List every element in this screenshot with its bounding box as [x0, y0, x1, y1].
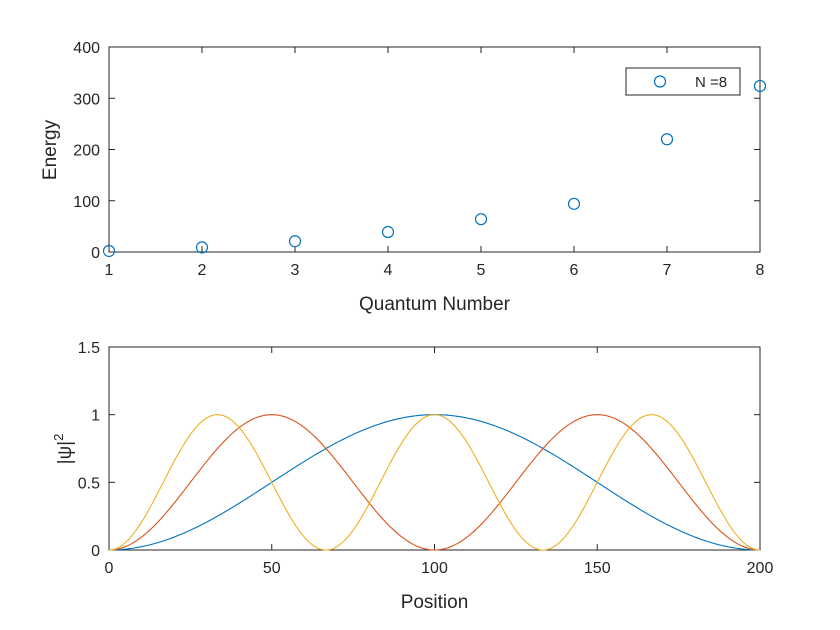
- wavefunction-y-tick-label: 1.5: [78, 340, 100, 357]
- energy-data-point: [474, 213, 488, 226]
- wavefunction-x-tick-label: 0: [105, 560, 114, 577]
- wavefunction-x-tick-label: 100: [421, 560, 448, 577]
- wavefunction-x-axis-label: Position: [401, 592, 469, 613]
- wavefunction-y-tick-label: 0.5: [78, 475, 100, 492]
- energy-data-point: [381, 225, 395, 239]
- energy-x-tick-label: 6: [570, 262, 579, 279]
- wavefunction-curves: [108, 414, 761, 551]
- energy-x-tick-label: 5: [477, 262, 486, 279]
- energy-x-tick-label: 7: [663, 262, 672, 279]
- energy-data-point: [195, 241, 209, 254]
- wavefunction-y-axis-label: |ψ|2: [51, 434, 76, 465]
- wavefunction-plot-area: [108, 346, 761, 551]
- legend-label: N =8: [695, 74, 727, 91]
- wavefunction-y-tick-label: 1: [91, 408, 100, 425]
- energy-x-tick-label: 2: [198, 262, 207, 279]
- energy-plot: 1 2 3 4 5 6 7 8 0 100 200 300 400 N =8 Quantum Numbe…: [40, 40, 767, 315]
- energy-x-tick-label: 3: [291, 262, 300, 279]
- energy-y-tick-label: 400: [73, 40, 100, 57]
- wavefunction-x-tick-label: 150: [584, 560, 611, 577]
- ylabel-superscript: 2: [51, 434, 66, 441]
- energy-data-point: [567, 197, 581, 210]
- energy-x-tick-label: 1: [105, 262, 114, 279]
- legend-box: [625, 67, 741, 96]
- energy-x-tick-label: 4: [384, 262, 393, 279]
- wavefunction-series-line: [108, 414, 761, 551]
- energy-y-tick-label: 200: [73, 143, 100, 160]
- wavefunction-y-tick-label: 0: [91, 543, 100, 560]
- energy-y-tick-label: 300: [73, 91, 100, 108]
- energy-plot-ticks: 1 2 3 4 5 6 7 8 0 100 200 300 400: [73, 40, 764, 279]
- energy-y-tick-label: 0: [91, 245, 100, 262]
- energy-y-tick-label: 100: [73, 194, 100, 211]
- energy-data-point: [288, 235, 302, 248]
- wavefunction-plot: 0 50 100 150 200 0 0.5 1 1.5 Position |ψ|2: [51, 340, 773, 613]
- legend-marker-icon: [653, 75, 667, 88]
- energy-x-axis-label: Quantum Number: [359, 294, 511, 315]
- energy-x-tick-label: 8: [756, 262, 765, 279]
- energy-data-point: [660, 133, 674, 146]
- energy-y-axis-label: Energy: [40, 119, 61, 180]
- energy-data-points: [102, 79, 767, 258]
- wavefunction-x-tick-label: 50: [263, 560, 281, 577]
- wavefunction-series-line: [108, 414, 761, 551]
- ylabel-main: |ψ|: [55, 441, 76, 464]
- energy-data-point: [753, 79, 767, 93]
- energy-data-point: [102, 244, 116, 258]
- wavefunction-x-tick-label: 200: [747, 560, 774, 577]
- energy-legend: N =8: [625, 67, 741, 96]
